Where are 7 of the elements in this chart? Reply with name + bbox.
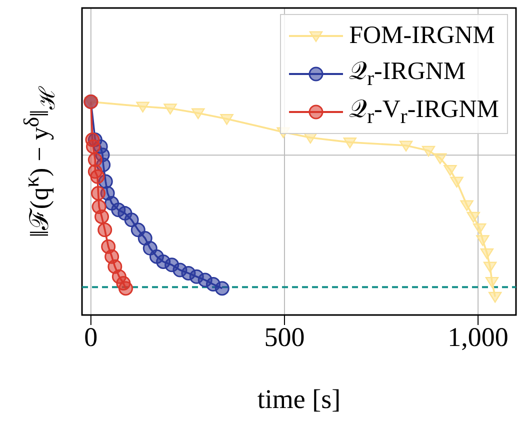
legend-label: 𝒬$_{r}$-V$_{r}$-IRGNM [349, 96, 499, 128]
x-tick-label: 1,000 [448, 322, 508, 352]
x-tick-label: 500 [264, 322, 305, 352]
legend-label: FOM-IRGNM [349, 22, 495, 50]
x-axis-title: time [s] [257, 384, 341, 414]
legend-label: 𝒬$_{r}$-IRGNM [349, 58, 466, 90]
x-tick-label: 0 [84, 322, 98, 352]
